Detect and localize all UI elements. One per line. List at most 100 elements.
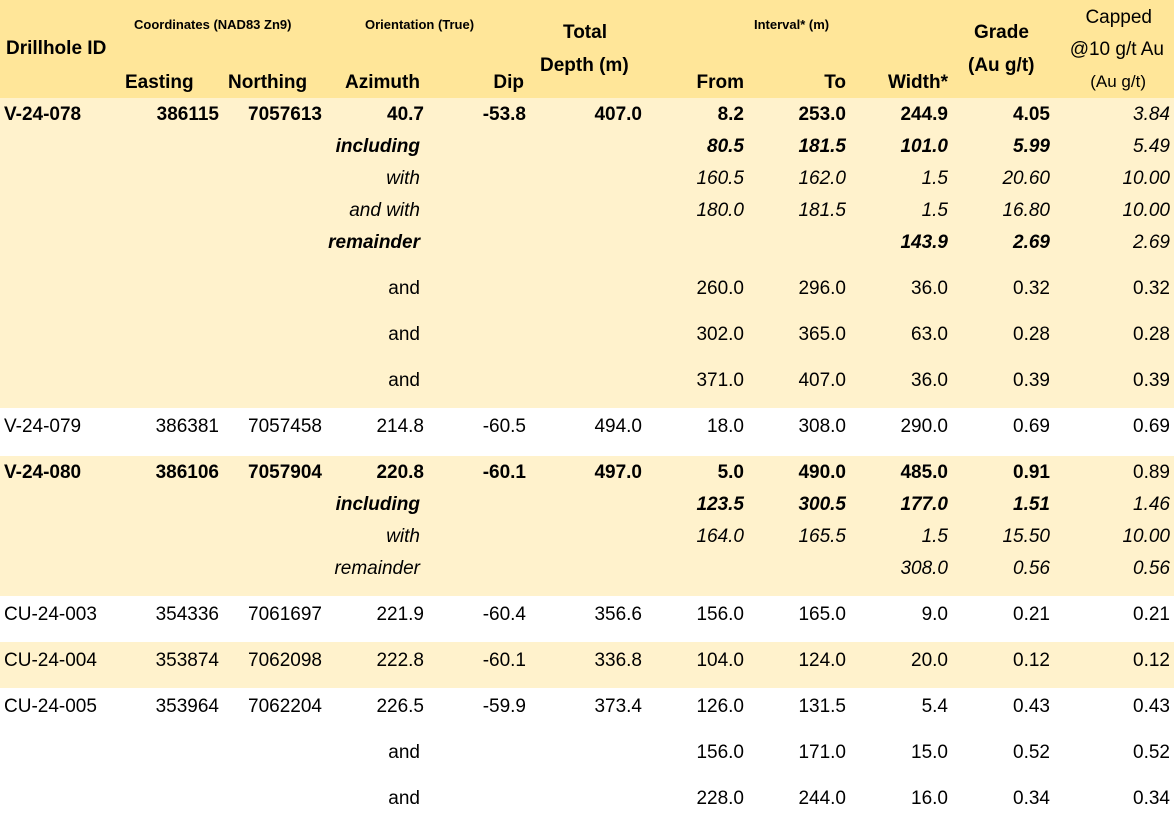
header-grade: Grade [974,22,1029,43]
header-from: From [696,72,745,93]
cell-to: 490.0 [798,462,846,483]
cell-to: 253.0 [798,104,846,125]
cell-capped: 0.28 [1133,324,1170,345]
cell-label: and [388,324,420,345]
cell-northing: 7062204 [248,696,322,717]
header-drillhole-id: Drillhole ID [6,38,107,59]
cell-capped: 3.84 [1133,104,1170,125]
cell-capped: 0.89 [1133,462,1170,483]
cell-to: 171.0 [798,742,846,763]
cell-to: 296.0 [798,278,846,299]
cell-grade: 0.39 [1013,370,1050,391]
cell-to: 308.0 [798,416,846,437]
cell-grade: 0.34 [1013,788,1050,809]
cell-id: V-24-079 [4,416,82,437]
cell-azimuth: 214.8 [376,416,424,437]
cell-dip: -60.5 [482,416,526,437]
cell-to: 124.0 [798,650,846,671]
header-total: Total [563,22,607,43]
cell-from: 104.0 [696,650,744,671]
cell-label: including [335,136,420,157]
cell-grade: 0.43 [1013,696,1050,717]
group-band-v-24-078 [0,98,1174,408]
cell-label: remainder [328,232,420,253]
table-header: Drillhole ID Coordinates (NAD83 Zn9) Ori… [0,0,1174,98]
cell-northing: 7061697 [248,604,322,625]
cell-from: 80.5 [707,136,744,157]
cell-width: 485.0 [900,462,948,483]
header-to: To [824,72,846,93]
cell-dip: -60.1 [482,462,526,483]
cell-from: 18.0 [707,416,744,437]
cell-azimuth: 221.9 [376,604,424,625]
cell-from: 302.0 [696,324,744,345]
cell-northing: 7057613 [248,104,322,125]
header-interval: Interval* (m) [754,17,830,32]
cell-to: 165.5 [798,526,846,547]
cell-width: 20.0 [911,650,948,671]
cell-to: 181.5 [798,200,846,221]
cell-grade: 1.51 [1013,494,1050,515]
header-grade-unit: (Au g/t) [968,55,1035,76]
header-azimuth: Azimuth [345,72,420,93]
cell-azimuth: 220.8 [376,462,424,483]
header-northing: Northing [228,72,308,93]
cell-label: including [335,494,420,515]
header-width: Width* [888,72,948,93]
cell-grade: 0.32 [1013,278,1050,299]
cell-capped: 10.00 [1122,200,1170,221]
cell-grade: 4.05 [1013,104,1050,125]
cell-grade: 0.69 [1013,416,1050,437]
cell-width: 101.0 [900,136,948,157]
group-band-v-24-080 [0,456,1174,596]
cell-from: 164.0 [696,526,744,547]
cell-capped: 0.56 [1133,558,1170,579]
cell-depth: 494.0 [594,416,642,437]
cell-dip: -53.8 [482,104,526,125]
cell-depth: 497.0 [594,462,642,483]
header-capped-threshold: @10 g/t Au [1069,39,1164,60]
cell-to: 365.0 [798,324,846,345]
cell-from: 371.0 [696,370,744,391]
cell-capped: 2.69 [1133,232,1170,253]
cell-grade: 5.99 [1013,136,1050,157]
cell-easting: 386115 [156,104,219,125]
cell-grade: 2.69 [1013,232,1050,253]
cell-capped: 0.32 [1133,278,1170,299]
cell-depth: 336.8 [594,650,642,671]
cell-id: CU-24-003 [4,604,97,625]
cell-grade: 20.60 [1002,168,1050,189]
cell-northing: 7057458 [248,416,322,437]
cell-depth: 373.4 [594,696,642,717]
cell-grade: 0.56 [1013,558,1050,579]
cell-dip: -60.1 [482,650,526,671]
cell-from: 228.0 [696,788,744,809]
header-easting: Easting [125,72,194,93]
cell-width: 244.9 [900,104,948,125]
cell-from: 156.0 [696,604,744,625]
cell-grade: 0.21 [1013,604,1050,625]
cell-id: CU-24-005 [4,696,97,717]
cell-to: 165.0 [798,604,846,625]
cell-northing: 7062098 [248,650,322,671]
cell-width: 143.9 [900,232,948,253]
cell-width: 290.0 [900,416,948,437]
header-orientation: Orientation (True) [365,17,475,32]
cell-label: and [388,278,420,299]
cell-dip: -60.4 [482,604,526,625]
cell-azimuth: 222.8 [376,650,424,671]
group-band-cu-24-004 [0,642,1174,688]
cell-easting: 354336 [155,604,219,625]
cell-depth: 356.6 [594,604,642,625]
header-capped-unit: (Au g/t) [1090,72,1146,91]
cell-from: 126.0 [696,696,744,717]
cell-depth: 407.0 [594,104,642,125]
cell-easting: 386106 [155,462,219,483]
cell-to: 300.5 [798,494,846,515]
cell-width: 36.0 [911,370,948,391]
cell-width: 308.0 [900,558,948,579]
cell-width: 15.0 [911,742,948,763]
cell-capped: 0.69 [1133,416,1170,437]
cell-dip: -59.9 [482,696,526,717]
